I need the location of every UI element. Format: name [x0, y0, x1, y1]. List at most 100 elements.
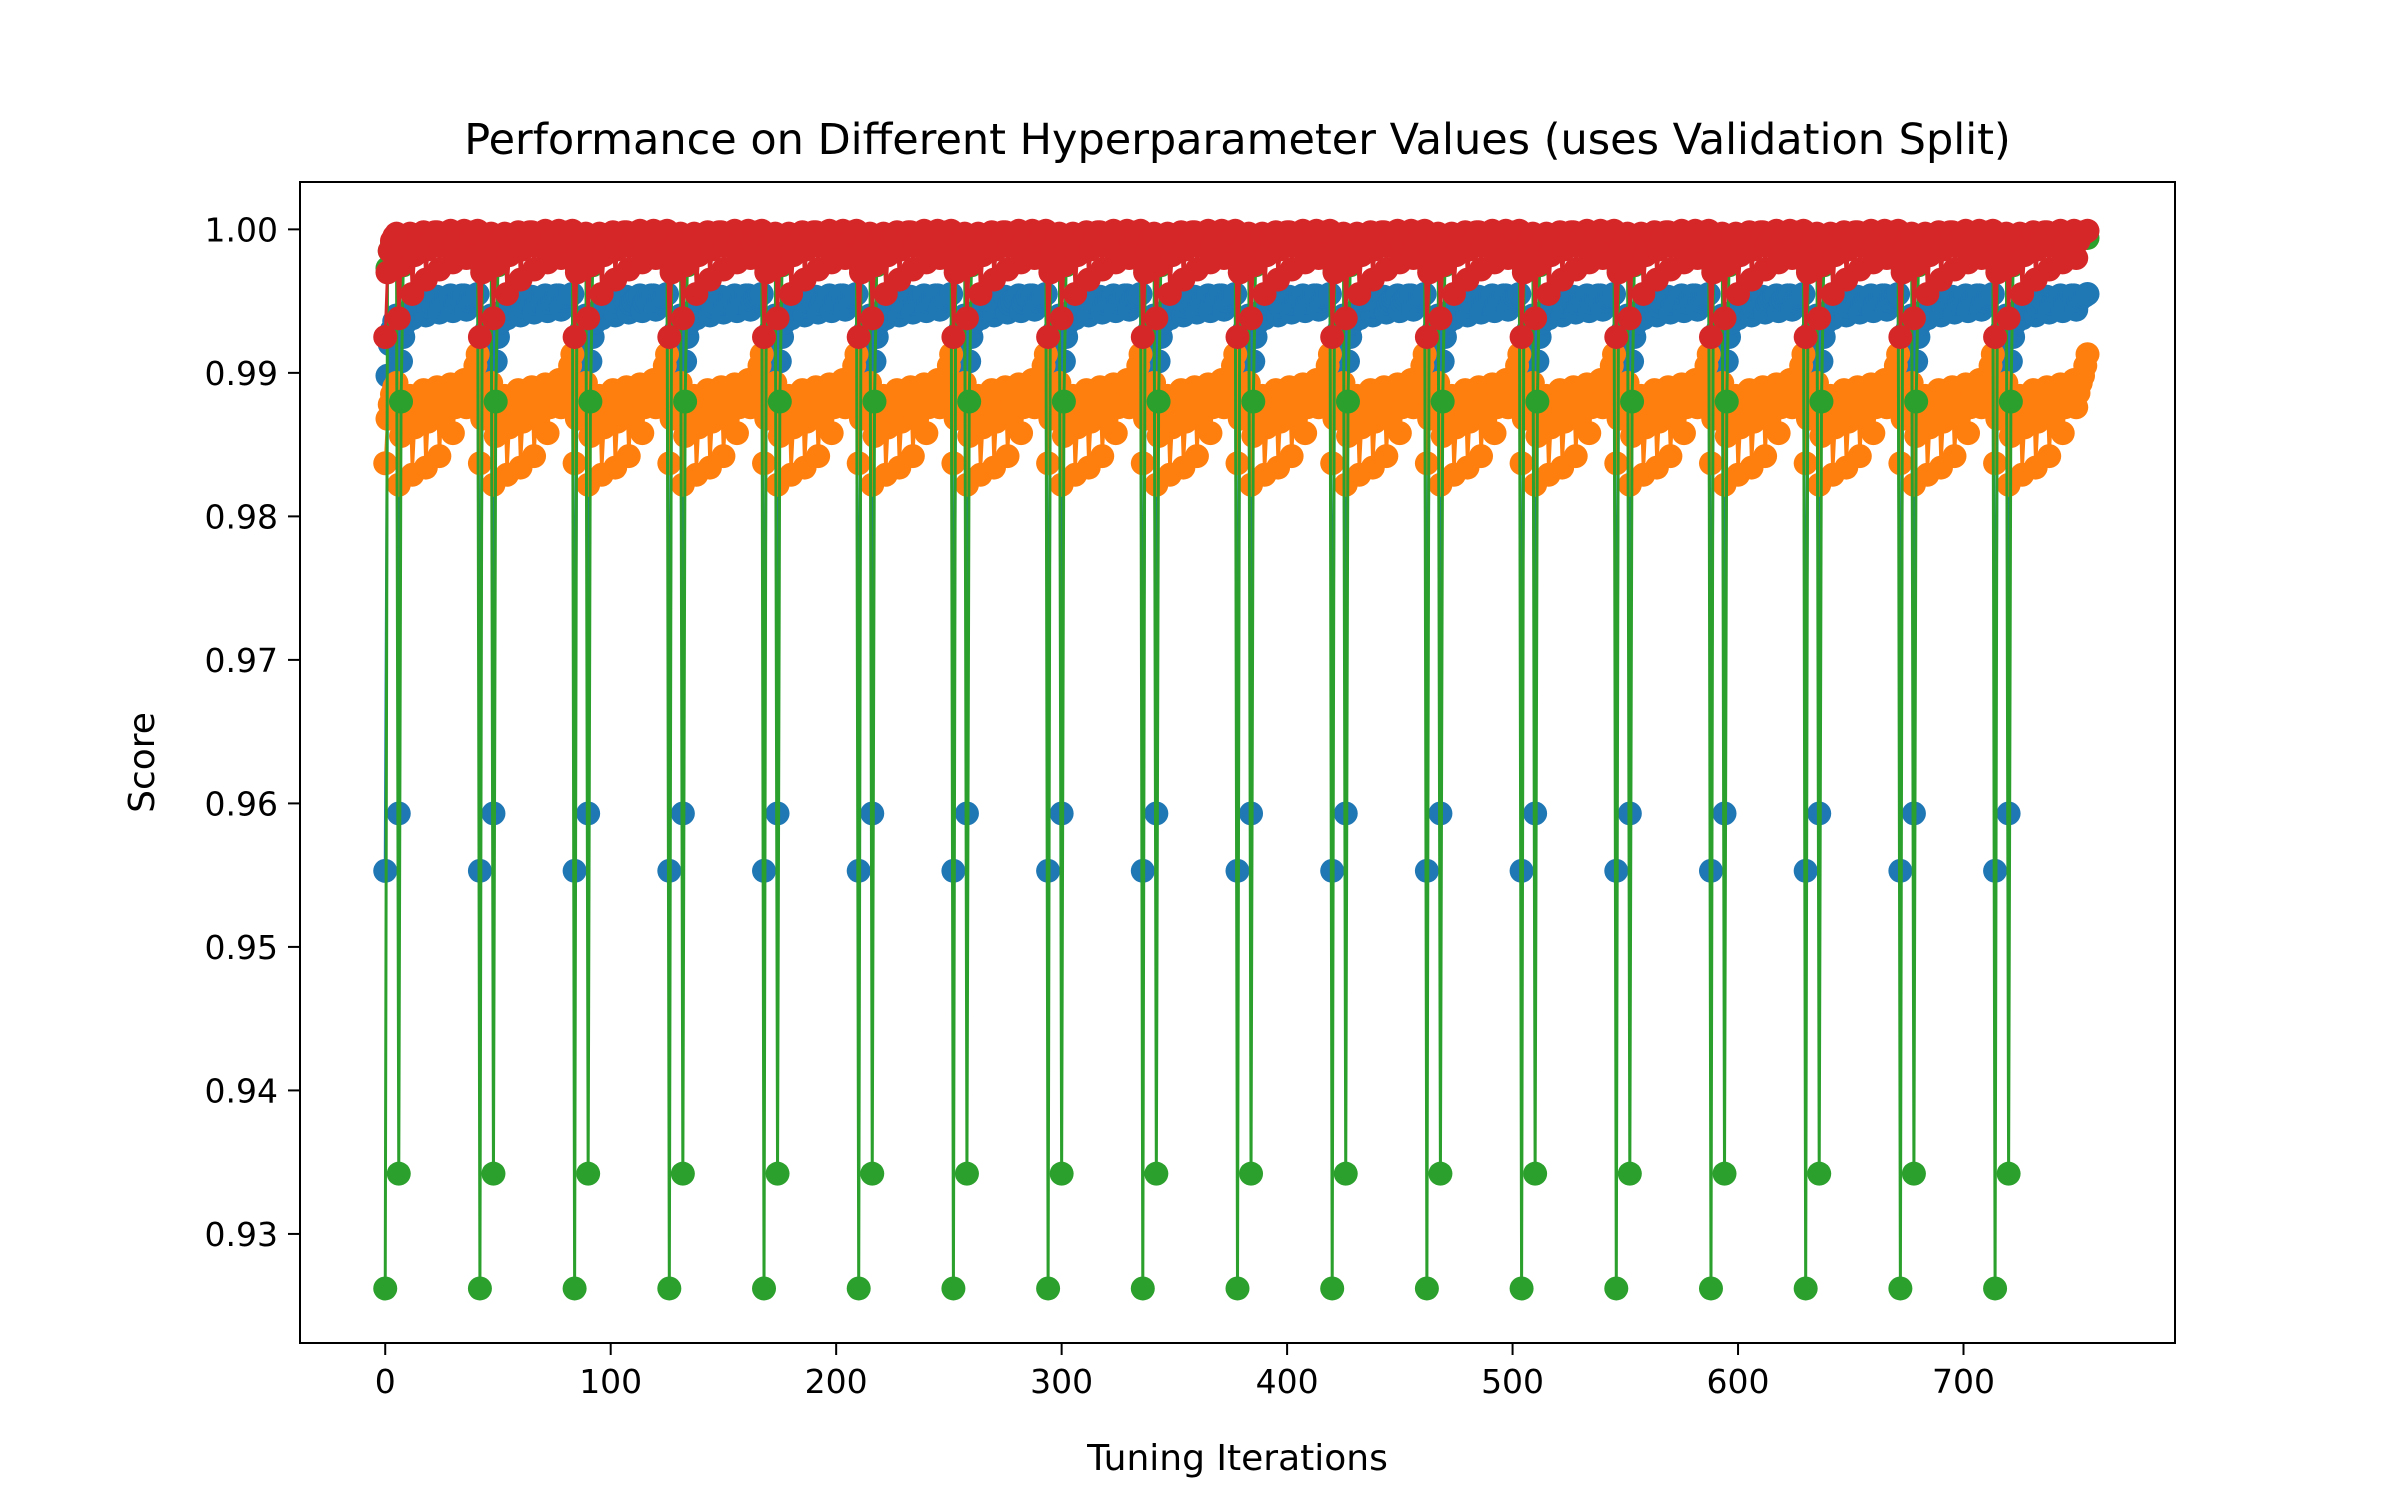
x-tick-label: 600 [1707, 1362, 1770, 1401]
data-point [467, 1276, 492, 1301]
data-point [1563, 444, 1588, 469]
data-point [1198, 421, 1223, 446]
data-point [752, 451, 777, 476]
x-tick-label: 500 [1481, 1362, 1544, 1401]
data-point [386, 306, 411, 331]
y-tick-label: 0.99 [205, 354, 278, 393]
data-point [900, 444, 925, 469]
data-point [1901, 1161, 1926, 1186]
data-point [846, 324, 871, 349]
data-point [1998, 389, 2023, 414]
data-point [1658, 444, 1683, 469]
data-point [954, 306, 979, 331]
y-tick-label: 0.98 [205, 497, 278, 536]
data-point [1983, 451, 2008, 476]
data-point [1509, 1276, 1534, 1301]
data-point [1144, 1161, 1169, 1186]
data-point [1671, 421, 1696, 446]
data-point [1051, 389, 1076, 414]
data-point [616, 444, 641, 469]
data-point [995, 444, 1020, 469]
data-point [1103, 421, 1128, 446]
data-point [670, 306, 695, 331]
data-point [2050, 421, 2075, 446]
data-point [1184, 444, 1209, 469]
data-point [1525, 389, 1550, 414]
data-point [2075, 342, 2100, 367]
data-point [1901, 306, 1926, 331]
data-point [1130, 451, 1155, 476]
y-tick-label: 0.93 [205, 1215, 278, 1254]
data-point [483, 389, 508, 414]
data-point [2037, 444, 2062, 469]
data-point [1225, 324, 1250, 349]
y-tick-label: 0.95 [205, 928, 278, 967]
data-point [1320, 1276, 1345, 1301]
data-point [1335, 389, 1360, 414]
x-axis-label: Tuning Iterations [1086, 1438, 1388, 1479]
data-point [576, 1161, 601, 1186]
data-point [1482, 421, 1507, 446]
data-point [467, 324, 492, 349]
data-point [862, 389, 887, 414]
data-point [724, 421, 749, 446]
data-point [576, 306, 601, 331]
data-point [1617, 306, 1642, 331]
plot-frame [299, 181, 2176, 1344]
data-point [427, 444, 452, 469]
data-point [657, 1276, 682, 1301]
data-point [1604, 324, 1629, 349]
data-point [1387, 421, 1412, 446]
data-point [1414, 324, 1439, 349]
data-point [1009, 421, 1034, 446]
data-point [562, 324, 587, 349]
data-point [1036, 451, 1061, 476]
data-point [440, 421, 465, 446]
chart-title: Performance on Different Hyperparameter … [464, 115, 2011, 165]
series-line [383, 236, 2088, 1290]
data-point [670, 1161, 695, 1186]
data-point [1714, 389, 1739, 414]
data-point [767, 389, 792, 414]
data-point [1333, 306, 1358, 331]
x-tick-label: 100 [579, 1362, 642, 1401]
data-point [1996, 306, 2021, 331]
data-point [1130, 324, 1155, 349]
data-point [1428, 306, 1453, 331]
data-point [819, 421, 844, 446]
data-point [1698, 324, 1723, 349]
x-tick-label: 300 [1030, 1362, 1093, 1401]
data-point [1577, 421, 1602, 446]
data-point [1036, 324, 1061, 349]
data-point [1469, 444, 1494, 469]
data-point [1036, 1276, 1061, 1301]
data-point [1090, 444, 1115, 469]
data-point [1620, 389, 1645, 414]
plot-area [373, 218, 2100, 1301]
data-point [752, 1276, 777, 1301]
y-tick-label: 0.96 [205, 784, 278, 823]
data-point [1604, 451, 1629, 476]
data-point [2075, 281, 2100, 306]
data-point [373, 1276, 398, 1301]
series-4 [373, 218, 2100, 349]
data-point [2075, 218, 2100, 243]
data-point [806, 444, 831, 469]
data-point [1996, 1161, 2021, 1186]
data-point [1428, 1161, 1453, 1186]
data-point [1320, 324, 1345, 349]
data-point [1712, 1161, 1737, 1186]
data-point [1753, 444, 1778, 469]
data-point [1888, 1276, 1913, 1301]
data-point [522, 444, 547, 469]
x-tick-label: 700 [1932, 1362, 1995, 1401]
data-point [1698, 451, 1723, 476]
data-point [860, 306, 885, 331]
y-tick-label: 0.97 [205, 641, 278, 680]
data-point [1320, 451, 1345, 476]
data-point [941, 1276, 966, 1301]
data-point [914, 421, 939, 446]
data-point [860, 1161, 885, 1186]
